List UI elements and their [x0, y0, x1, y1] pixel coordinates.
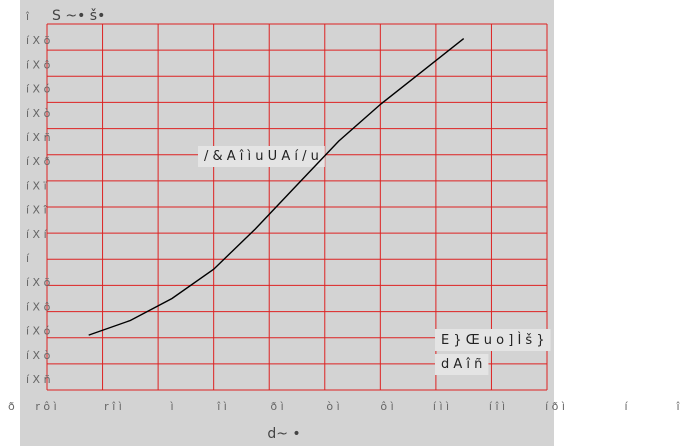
- chart-annotation: d A î ñ: [441, 357, 482, 372]
- y-tick-label: í X ð: [26, 155, 51, 168]
- chart-annotation: / & A î ì u U A í / u: [204, 149, 319, 164]
- y-tick-label: í X ñ: [26, 373, 51, 386]
- y-tick-label: í X î: [26, 204, 48, 217]
- y-tick-label: í X ô: [26, 58, 51, 71]
- y-tick-label: í X ï: [26, 179, 48, 192]
- annotation-box: [435, 354, 489, 375]
- y-axis-label: S ~• š•: [52, 8, 105, 24]
- y-tick-label: í: [26, 252, 30, 265]
- series-line: [88, 38, 465, 336]
- x-axis-label: d~ •: [267, 426, 300, 442]
- corner-label: ð: [8, 400, 15, 413]
- x-tick-label: r ô ì: [35, 400, 56, 413]
- y-tick-label: î: [25, 10, 30, 23]
- x-tick-label: í î ì: [489, 400, 505, 413]
- y-tick-label: í X ò: [26, 107, 51, 120]
- y-tick-label: í X ó: [26, 83, 51, 96]
- y-tick-label: í X ò: [26, 349, 51, 362]
- y-tick-label: í X õ: [26, 34, 51, 47]
- x-tick-label: î: [675, 400, 680, 413]
- y-tick-label: í X õ: [26, 276, 51, 289]
- x-tick-label: ì: [169, 400, 173, 413]
- x-tick-label: r î ì: [104, 400, 122, 413]
- x-tick-label: ð ì: [270, 400, 283, 413]
- x-tick-label: í ì ì: [433, 400, 449, 413]
- x-tick-label: î ì: [216, 400, 227, 413]
- y-tick-label: í X ó: [26, 325, 51, 338]
- y-tick-label: í X ñ: [26, 131, 51, 144]
- x-tick-label: ô ì: [380, 400, 393, 413]
- y-tick-label: í X í: [26, 228, 48, 241]
- x-tick-label: í ð ì: [545, 400, 565, 413]
- x-tick-label: ò ì: [326, 400, 339, 413]
- y-tick-label: í X ô: [26, 300, 51, 313]
- annotation-box: [198, 146, 325, 167]
- annotation-box: [435, 329, 551, 351]
- x-tick-label: í: [624, 400, 628, 413]
- chart-annotation: E } Œ u o ] Ì š }: [441, 332, 545, 348]
